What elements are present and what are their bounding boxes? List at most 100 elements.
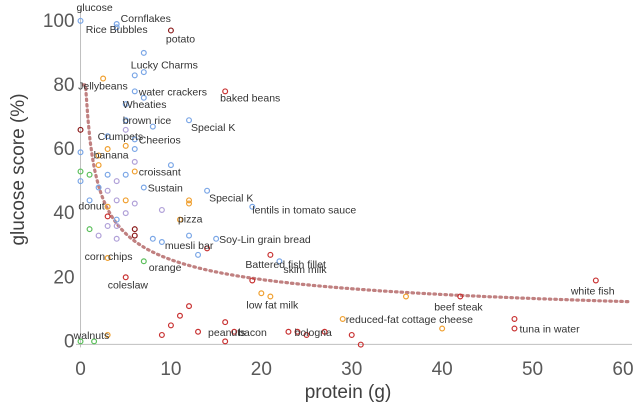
data-label: Rice Bubbles (86, 24, 148, 36)
data-point (511, 325, 518, 332)
data-point (140, 184, 147, 191)
data-point (77, 149, 84, 156)
data-point (95, 184, 102, 191)
data-label: peanuts (208, 327, 245, 339)
data-point (167, 27, 174, 34)
data-point (122, 197, 129, 204)
data-point (131, 146, 138, 153)
data-point (113, 235, 120, 242)
data-label: Crumpets (98, 131, 144, 143)
axes (76, 8, 632, 348)
y-tick-label: 80 (53, 75, 74, 96)
data-point (357, 341, 364, 348)
data-label: muesli bar (165, 240, 214, 252)
data-label: Cornflakes (121, 13, 171, 25)
data-point (267, 251, 274, 258)
data-label: skim milk (283, 264, 327, 276)
data-point (104, 146, 111, 153)
data-point (131, 226, 138, 233)
data-point (158, 331, 165, 338)
data-point (77, 178, 84, 185)
data-point (104, 213, 111, 220)
data-point (140, 94, 147, 101)
data-point (348, 331, 355, 338)
data-point (267, 293, 274, 300)
data-point (339, 315, 346, 322)
data-label: white fish (570, 285, 615, 297)
data-point (122, 210, 129, 217)
data-point (213, 235, 220, 242)
data-point (511, 315, 518, 322)
data-point (222, 338, 229, 345)
y-tick-labels: 0 20 40 60 80 100 (43, 11, 75, 353)
data-point (321, 328, 328, 335)
data-point (77, 17, 84, 24)
data-point (95, 232, 102, 239)
data-point (131, 200, 138, 207)
data-point (113, 21, 120, 28)
x-tick-label: 20 (251, 359, 272, 380)
data-label: Lucky Charms (131, 59, 198, 71)
data-point (176, 216, 183, 223)
data-label: potato (166, 33, 195, 45)
data-point (249, 277, 256, 284)
data-point (258, 290, 265, 297)
data-point (86, 171, 93, 178)
data-point (131, 72, 138, 79)
data-point (113, 216, 120, 223)
x-tick-label: 50 (522, 359, 543, 380)
data-point (276, 258, 283, 265)
y-axis-title: glucose score (%) (8, 93, 29, 245)
data-point (167, 322, 174, 329)
data-label: Special K (209, 193, 253, 205)
data-point (140, 69, 147, 76)
data-point (104, 222, 111, 229)
data-label: reduced-fat cottage cheese (346, 314, 473, 326)
data-point (176, 312, 183, 319)
data-point (167, 162, 174, 169)
data-point (186, 117, 193, 124)
data-point (186, 303, 193, 310)
data-point (158, 206, 165, 213)
x-tick-label: 10 (160, 359, 181, 380)
data-label: baked beans (220, 92, 280, 104)
data-point (113, 197, 120, 204)
data-label: Soy-Lin grain bread (219, 234, 311, 246)
data-label: coleslaw (108, 279, 149, 291)
data-point (131, 158, 138, 165)
data-point (186, 200, 193, 207)
data-label: bacon (238, 327, 267, 339)
data-label: Battered fish fillet (245, 259, 326, 271)
data-point (122, 117, 129, 124)
data-point (113, 178, 120, 185)
data-point (104, 331, 111, 338)
data-point (149, 123, 156, 130)
x-tick-label: 40 (432, 359, 453, 380)
data-point (86, 197, 93, 204)
data-point (285, 328, 292, 335)
data-point (77, 168, 84, 175)
data-point (140, 258, 147, 265)
x-axis-title: protein (g) (305, 382, 392, 403)
data-point (77, 126, 84, 133)
data-point (77, 338, 84, 345)
data-point (113, 24, 120, 31)
data-point (86, 226, 93, 233)
data-point (222, 88, 229, 95)
data-label: croissant (139, 166, 181, 178)
data-point (592, 277, 599, 284)
data-point (91, 338, 98, 345)
data-point (131, 136, 138, 143)
data-point (204, 245, 211, 252)
data-point (122, 126, 129, 133)
data-label: Wheaties (123, 99, 167, 111)
data-label: Special K (191, 122, 235, 134)
trendline (81, 83, 632, 304)
data-point (131, 88, 138, 95)
data-point (249, 203, 256, 210)
y-tick-label: 20 (53, 267, 74, 288)
data-point (113, 222, 120, 229)
data-point (231, 328, 238, 335)
data-point (439, 325, 446, 332)
